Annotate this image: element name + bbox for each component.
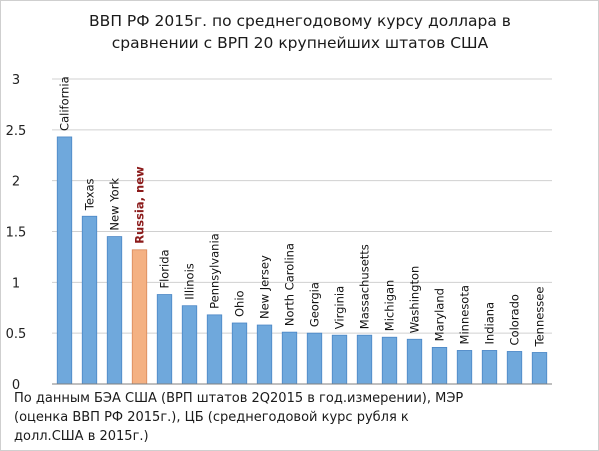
bar: [106, 236, 123, 385]
bar: [231, 322, 248, 385]
source-note-line-2: (оценка ВВП РФ 2015г.), ЦБ (среднегодово…: [14, 410, 409, 425]
bar: [506, 351, 523, 385]
bar: [356, 334, 373, 385]
category-label: Ohio: [233, 290, 247, 317]
chart-title-line-2: сравнении с ВРП 20 крупнейших штатов США: [111, 34, 489, 52]
category-label: Illinois: [183, 263, 197, 300]
category-label: Texas: [83, 178, 97, 211]
category-label: Colorado: [508, 294, 522, 345]
bar: [306, 332, 323, 385]
y-tick-label: 2: [12, 175, 20, 190]
bar: [81, 215, 98, 385]
category-label: North Carolina: [283, 243, 297, 326]
bar: [531, 352, 548, 385]
bar: [481, 350, 498, 385]
bar: [156, 294, 173, 385]
category-label: Washington: [408, 266, 422, 334]
bar: [181, 305, 198, 385]
chart-title: ВВП РФ 2015г. по среднегодовому курсу до…: [40, 10, 560, 54]
bar: [206, 314, 223, 385]
bar: [281, 331, 298, 385]
y-tick-label: 2.5: [6, 124, 27, 139]
category-label: Pennsylvania: [208, 233, 222, 309]
y-tick-label: 0.5: [6, 327, 27, 342]
y-tick-label: 3: [12, 73, 20, 88]
y-tick-label: 1: [12, 276, 20, 291]
category-label: Russia, new: [133, 166, 147, 244]
category-label: Tennessee: [533, 287, 547, 348]
category-label: New York: [108, 178, 122, 231]
category-label: Georgia: [308, 282, 322, 327]
bar: [331, 334, 348, 385]
bar: [256, 324, 273, 385]
category-label: Indiana: [483, 302, 497, 345]
category-label: Maryland: [433, 288, 447, 341]
chart-title-line-1: ВВП РФ 2015г. по среднегодовому курсу до…: [89, 12, 511, 30]
category-label: Massachusetts: [358, 244, 372, 329]
y-tick-label: 1.5: [6, 226, 27, 241]
bar-highlight: [131, 249, 148, 385]
category-label: New Jersey: [258, 255, 272, 319]
category-label: Virginia: [333, 286, 347, 329]
bar: [456, 350, 473, 385]
bar: [431, 346, 448, 385]
bar: [406, 338, 423, 385]
source-note-line-1: По данным БЭА США (ВРП штатов 2Q2015 в г…: [14, 391, 464, 406]
bar: [56, 136, 73, 385]
source-note-line-3: долл.США в 2015г.): [14, 429, 149, 444]
category-label: Michigan: [383, 280, 397, 332]
bar: [381, 336, 398, 385]
category-label: California: [58, 76, 72, 131]
y-tick-label: 0: [12, 378, 20, 393]
category-label: Florida: [158, 249, 172, 288]
category-label: Minnesota: [458, 285, 472, 344]
source-note: По данным БЭА США (ВРП штатов 2Q2015 в г…: [14, 389, 494, 446]
